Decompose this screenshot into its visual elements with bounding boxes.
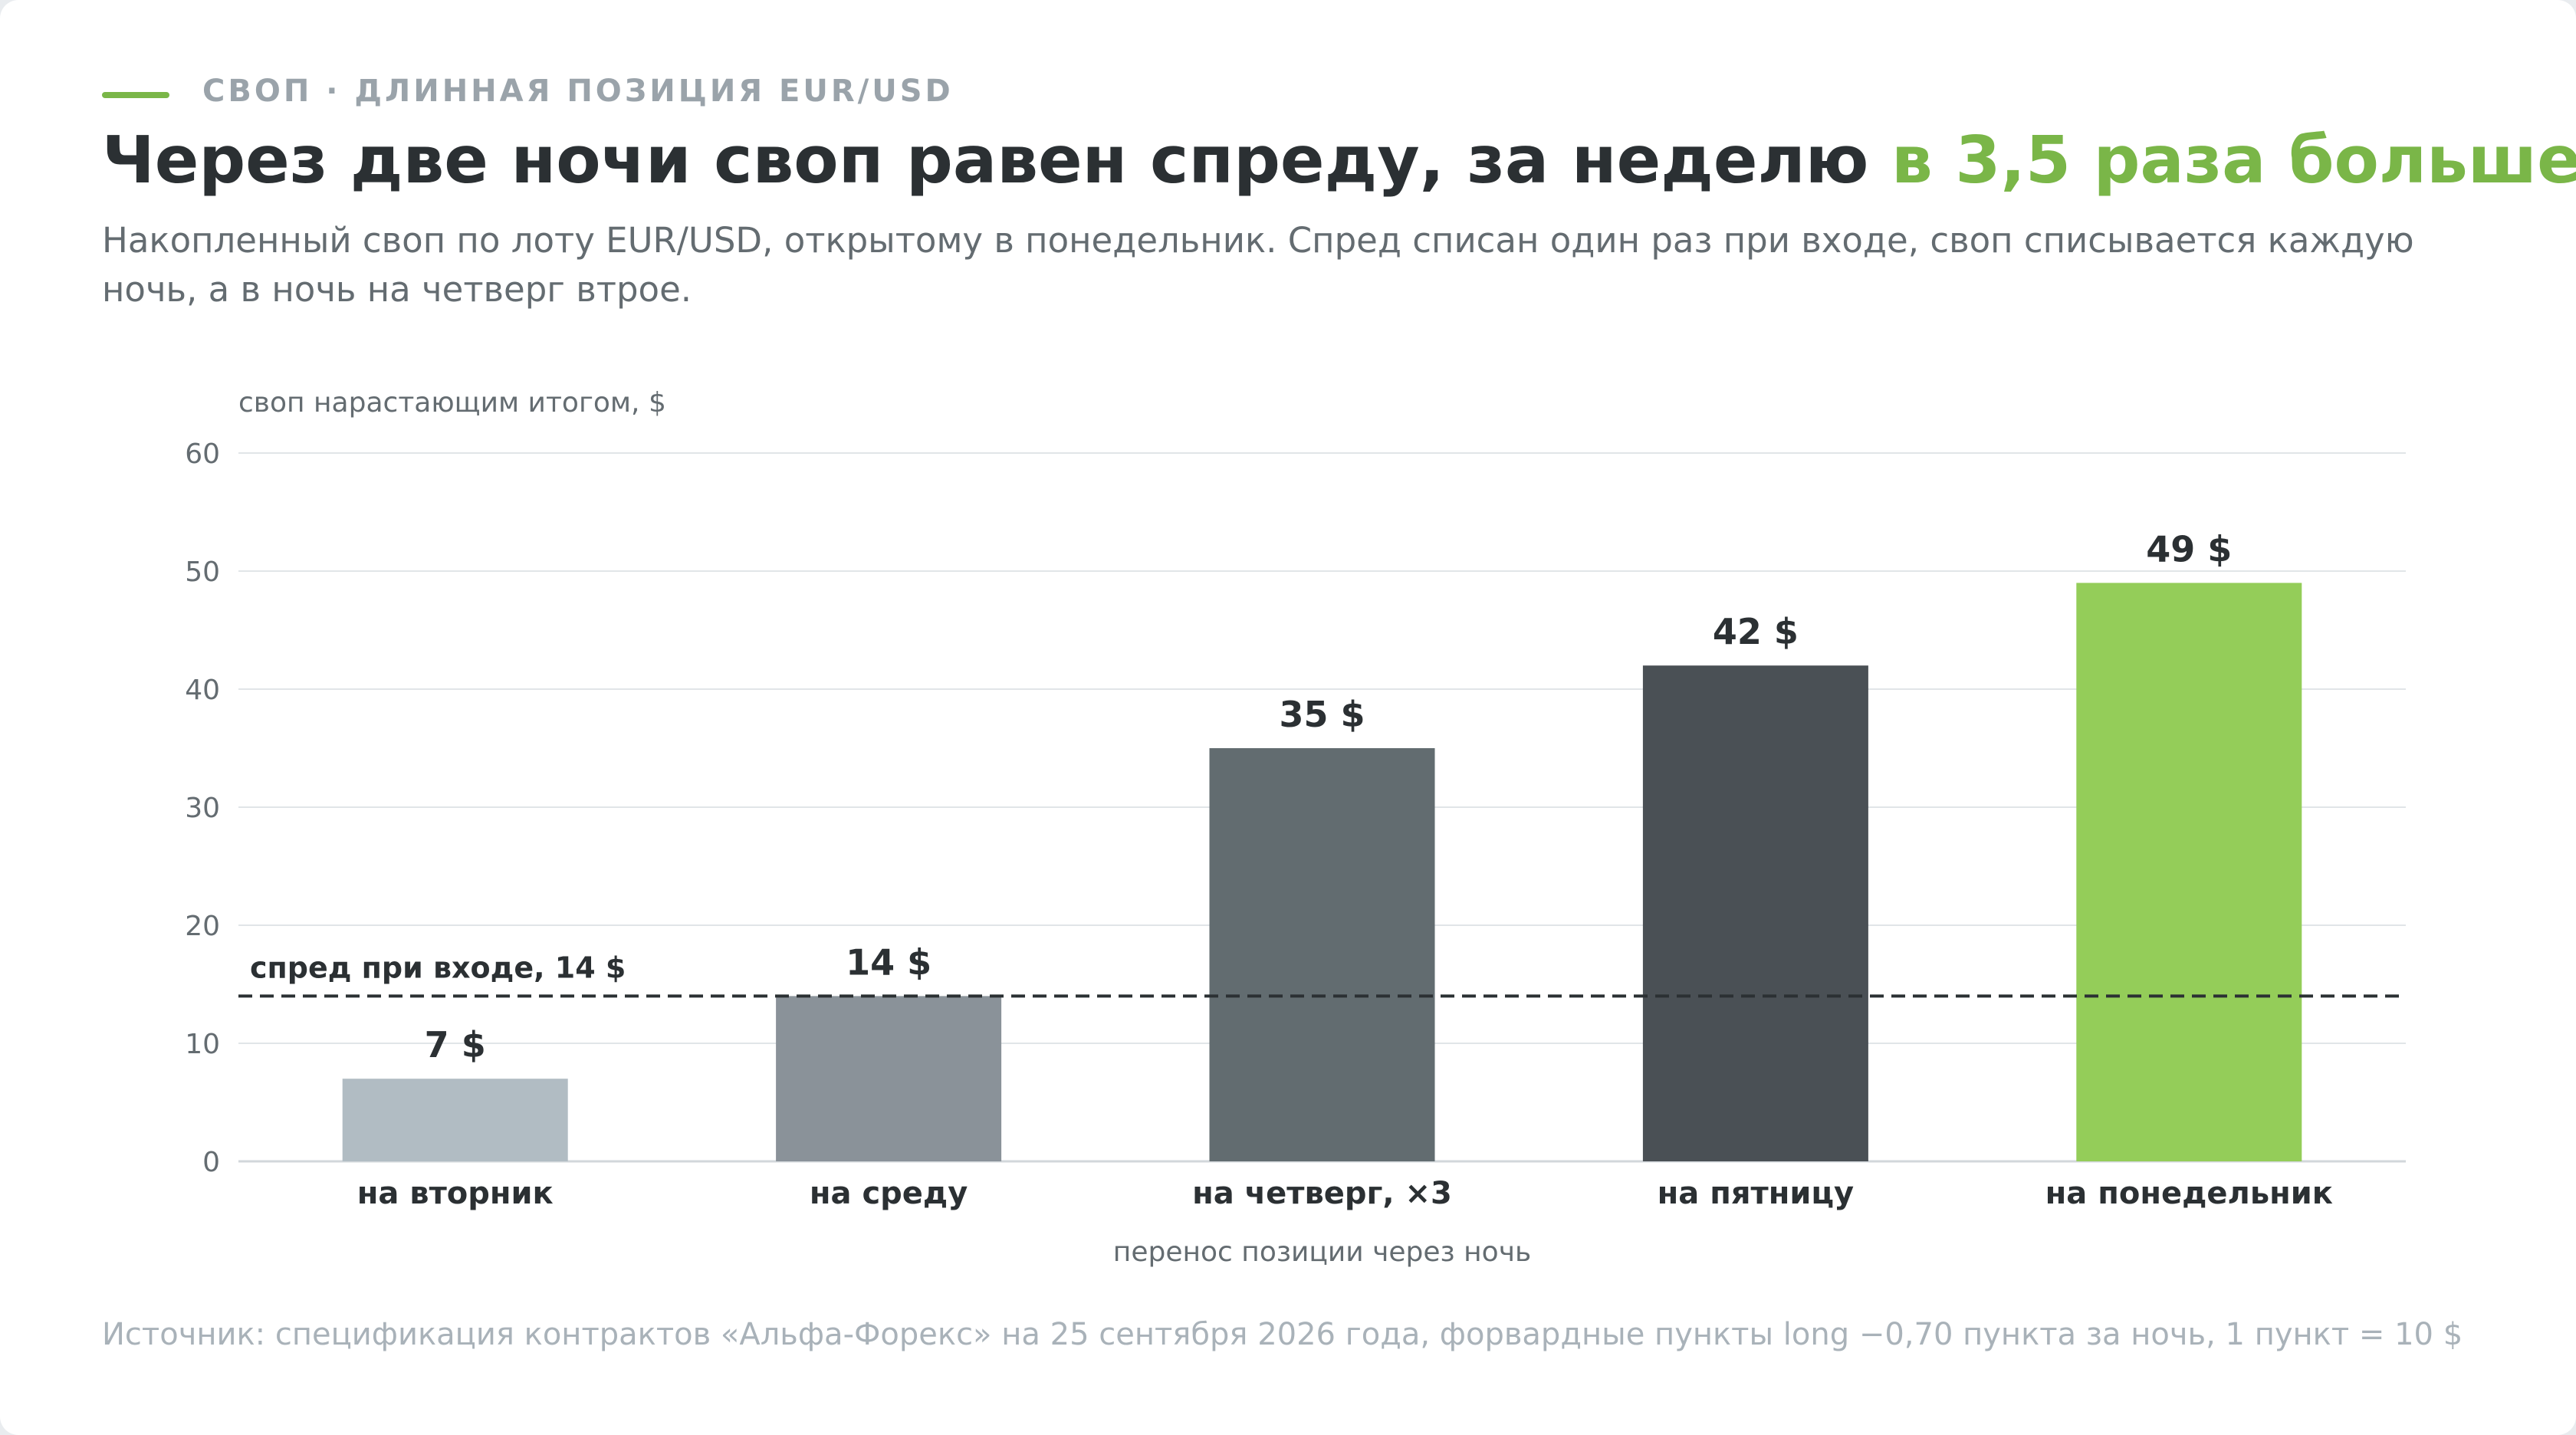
kicker: СВОП · ДЛИННАЯ ПОЗИЦИЯ EUR/USD xyxy=(202,74,954,109)
title-main: Через две ночи своп равен спреду, за нед… xyxy=(102,123,1892,199)
bar xyxy=(776,996,1002,1161)
y-tick-label: 20 xyxy=(185,911,220,942)
chart-subtitle: Накопленный своп по лоту EUR/USD, открыт… xyxy=(102,220,2414,310)
bars xyxy=(342,583,2302,1161)
bar xyxy=(1642,665,1868,1161)
y-axis-ticks: 0 10 20 30 40 50 60 xyxy=(185,438,220,1178)
value-label: 42 $ xyxy=(1713,611,1799,652)
y-tick-label: 30 xyxy=(185,793,220,824)
grid xyxy=(238,452,2406,1163)
x-axis-label: перенос позиции через ночь xyxy=(1113,1236,1531,1268)
reference-line-label: спред при входе, 14 $ xyxy=(250,951,626,984)
bar xyxy=(342,1079,568,1161)
category-labels: на вторник на среду на четверг, ×3 на пятни… xyxy=(357,1176,2333,1211)
category-label: на четверг, ×3 xyxy=(1192,1176,1452,1211)
category-label: на понедельник xyxy=(2045,1176,2333,1211)
category-label: на пятницу xyxy=(1658,1176,1854,1211)
bar-chart: 0 10 20 30 40 50 60 своп нарастающим итогом, $… xyxy=(185,387,2406,1268)
value-label: 14 $ xyxy=(846,941,932,983)
source-note: Источник: спецификация контрактов «Альфа… xyxy=(102,1317,2463,1352)
title-accent: в 3,5 раза больше xyxy=(1891,123,2576,199)
bar xyxy=(2076,583,2302,1161)
value-label: 35 $ xyxy=(1279,694,1365,735)
y-tick-label: 50 xyxy=(185,557,220,588)
chart-title: Через две ночи своп равен спреду, за нед… xyxy=(102,123,2576,199)
kicker-accent-line xyxy=(102,92,169,98)
y-tick-label: 10 xyxy=(185,1029,220,1060)
y-tick-label: 40 xyxy=(185,675,220,706)
reference-line-group: спред при входе, 14 $ xyxy=(238,951,2406,998)
category-label: на вторник xyxy=(357,1176,554,1211)
category-label: на среду xyxy=(810,1176,968,1211)
y-tick-label: 60 xyxy=(185,438,220,470)
value-label: 7 $ xyxy=(425,1024,486,1066)
y-axis-label: своп нарастающим итогом, $ xyxy=(238,387,666,419)
value-label: 49 $ xyxy=(2146,528,2232,570)
value-labels: 7 $ 14 $ 35 $ 42 $ 49 $ xyxy=(425,528,2233,1066)
bar xyxy=(1209,748,1435,1161)
y-tick-label: 0 xyxy=(202,1147,220,1178)
